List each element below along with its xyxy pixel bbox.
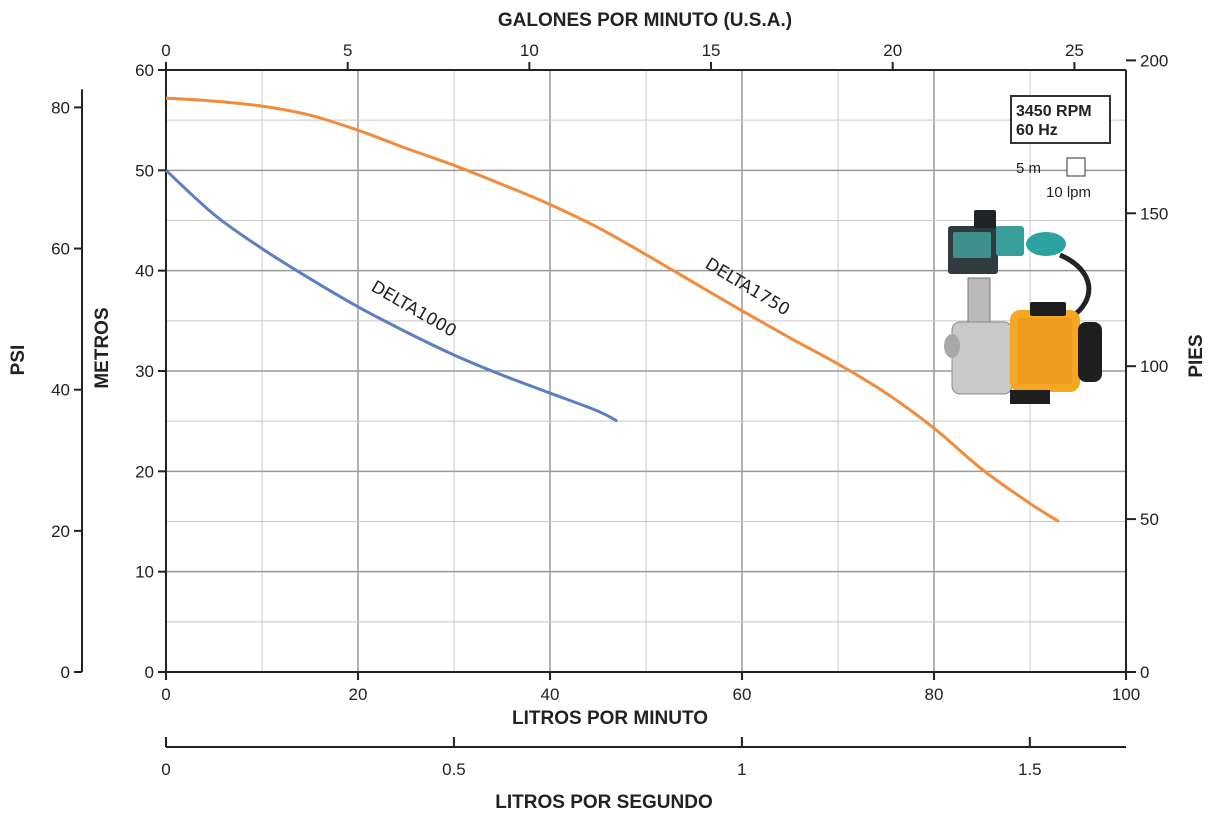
pies-tick-label: 200 (1140, 51, 1168, 70)
psi-axis-title: PSI (8, 345, 29, 376)
scale-note-horizontal: 10 lpm (1046, 184, 1091, 201)
top-x-tick-label: 10 (520, 41, 539, 60)
y-tick-label: 20 (135, 462, 154, 481)
top-x-tick-label: 5 (343, 41, 352, 60)
pies-tick-label: 50 (1140, 510, 1159, 529)
rpm-label: 3450 RPM (1016, 103, 1092, 120)
top-x-tick-label: 15 (702, 41, 721, 60)
pies-axis-title: PIES (1186, 334, 1207, 377)
psi-tick-label: 0 (61, 663, 70, 682)
bottom-axis-title: LITROS POR SEGUNDO (495, 792, 712, 813)
series (164, 96, 1060, 523)
x-tick-label: 20 (349, 685, 368, 704)
pies-tick-label: 150 (1140, 204, 1168, 223)
tick-labels: 0 20 40 60 80 1000 5 10 15 20 25010203040506002040… (51, 41, 1168, 779)
axes (74, 59, 1136, 748)
top-x-tick-label: 0 (161, 41, 170, 60)
hz-label: 60 Hz (1016, 122, 1058, 139)
lps-tick-label: 0.5 (442, 760, 466, 779)
rpm-box: 3450 RPM 60 Hz (1010, 95, 1111, 144)
pies-tick-label: 0 (1140, 663, 1149, 682)
x-tick-label: 80 (925, 685, 944, 704)
x-axis-title: LITROS POR MINUTO (512, 708, 708, 729)
series-label-delta1000: DELTA1000 (368, 277, 460, 342)
series-line-delta1750 (165, 96, 1060, 523)
psi-tick-label: 60 (51, 240, 70, 259)
top-x-tick-label: 20 (883, 41, 902, 60)
y-tick-label: 50 (135, 161, 154, 180)
y-tick-label: 10 (135, 563, 154, 582)
y-tick-label: 30 (135, 362, 154, 381)
scale-note-vertical: 5 m (1016, 160, 1041, 177)
pump-image (944, 210, 1102, 404)
psi-tick-label: 80 (51, 98, 70, 117)
lps-tick-label: 1.5 (1018, 760, 1042, 779)
y-tick-label: 60 (135, 61, 154, 80)
y-tick-label: 0 (145, 663, 154, 682)
pies-tick-label: 100 (1140, 357, 1168, 376)
x-tick-label: 100 (1112, 685, 1140, 704)
x-tick-label: 60 (733, 685, 752, 704)
series-line-delta1000 (164, 169, 618, 423)
psi-tick-label: 20 (51, 522, 70, 541)
lps-tick-label: 0 (161, 760, 170, 779)
x-tick-label: 0 (161, 685, 170, 704)
scale-note: 5 m 10 lpm (1016, 157, 1091, 201)
x-tick-label: 40 (541, 685, 560, 704)
top-axis-title: GALONES POR MINUTO (U.S.A.) (498, 10, 792, 31)
y-axis-title: METROS (92, 307, 113, 388)
series-label-delta1750: DELTA1750 (701, 254, 793, 320)
lps-tick-label: 1 (737, 760, 746, 779)
top-x-tick-label: 25 (1065, 41, 1084, 60)
y-tick-label: 40 (135, 262, 154, 281)
psi-tick-label: 40 (51, 381, 70, 400)
